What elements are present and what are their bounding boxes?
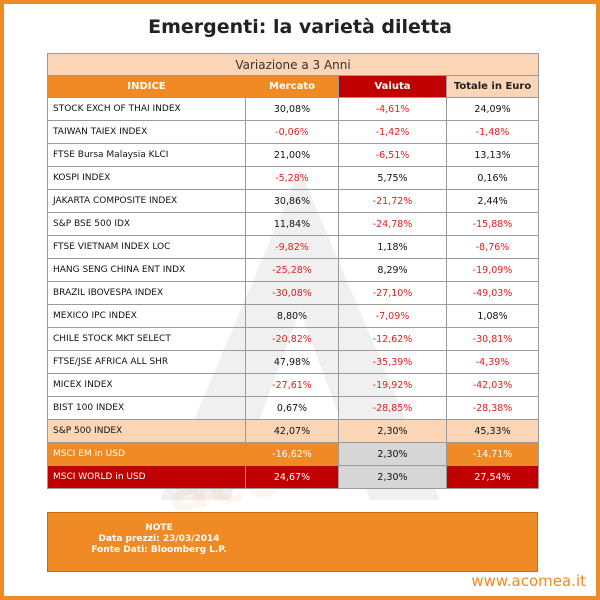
cell-mercato: -9,82% — [245, 235, 339, 259]
col-header-mercato: Mercato — [245, 75, 339, 98]
cell-index-name: JAKARTA COMPOSITE INDEX — [47, 189, 246, 213]
table-row: STOCK EXCH OF THAI INDEX 30,08% -4,61% 24,0… — [47, 97, 540, 121]
cell-totale: 1,08% — [445, 304, 540, 328]
cell-valuta: -19,92% — [338, 373, 447, 397]
cell-mercato: 11,84% — [245, 212, 339, 236]
cell-mercato: 21,00% — [245, 143, 339, 167]
cell-valuta: -4,61% — [338, 97, 447, 121]
table-row: BRAZIL IBOVESPA INDEX -30,08% -27,10% -49,0… — [47, 281, 540, 305]
cell-index-name: KOSPI INDEX — [47, 166, 246, 190]
table-banner: Variazione a 3 Anni — [46, 53, 540, 76]
cell-totale: -4,39% — [445, 350, 540, 374]
cell-index-name: S&P BSE 500 IDX — [47, 212, 246, 236]
cell-totale: -8,76% — [445, 235, 540, 259]
table-row: JAKARTA COMPOSITE INDEX 30,86% -21,72% 2,44… — [47, 189, 540, 213]
cell-totale: -30,81% — [445, 327, 540, 351]
cell-valuta: -12,62% — [338, 327, 447, 351]
col-header-indice: INDICE — [47, 75, 246, 98]
table-row: MICEX INDEX -27,61% -19,92% -42,03% — [47, 373, 540, 397]
cell-index-name: FTSE Bursa Malaysia KLCI — [47, 143, 246, 167]
col-header-valuta: Valuta — [338, 75, 447, 98]
cell-index-name: BRAZIL IBOVESPA INDEX — [47, 281, 246, 305]
cell-valuta: -21,72% — [338, 189, 447, 213]
cell-valuta: -7,09% — [338, 304, 447, 328]
cell-valuta: -1,42% — [338, 120, 447, 144]
cell-mercato: 30,86% — [245, 189, 339, 213]
cell-index-name: MEXICO IPC INDEX — [47, 304, 246, 328]
cell-valuta: -28,85% — [338, 396, 447, 420]
table-row: FTSE Bursa Malaysia KLCI 21,00% -6,51% 13,1… — [47, 143, 540, 167]
cell-index-name: TAIWAN TAIEX INDEX — [47, 120, 246, 144]
cell-totale: 2,44% — [445, 189, 540, 213]
cell-totale: 45,33% — [445, 419, 540, 443]
notes-source: Fonte Dati: Bloomberg L.P. — [91, 545, 227, 555]
table-row: S&P BSE 500 IDX 11,84% -24,78% -15,88% — [47, 212, 540, 236]
cell-totale: 13,13% — [445, 143, 540, 167]
cell-valuta: -6,51% — [338, 143, 447, 167]
cell-valuta: 5,75% — [338, 166, 447, 190]
table-body: STOCK EXCH OF THAI INDEX 30,08% -4,61% 24,0… — [47, 97, 540, 489]
website-link[interactable]: www.acomea.it — [471, 572, 586, 590]
col-header-totale: Totale in Euro — [445, 75, 540, 98]
notes-box: NOTE Data prezzi: 23/03/2014 Fonte Dati:… — [47, 512, 538, 572]
cell-index-name: CHILE STOCK MKT SELECT — [47, 327, 246, 351]
table-row: KOSPI INDEX -5,28% 5,75% 0,16% — [47, 166, 540, 190]
table-row: MSCI WORLD in USD 24,67% 2,30% 27,54% — [47, 465, 540, 489]
cell-totale: -28,38% — [445, 396, 540, 420]
cell-valuta: -27,10% — [338, 281, 447, 305]
cell-index-name: MSCI EM in USD — [47, 442, 246, 466]
cell-valuta: 1,18% — [338, 235, 447, 259]
cell-mercato: 0,67% — [245, 396, 339, 420]
cell-totale: -49,03% — [445, 281, 540, 305]
cell-totale: -14,71% — [445, 442, 540, 466]
cell-valuta: 8,29% — [338, 258, 447, 282]
table-row: FTSE/JSE AFRICA ALL SHR 47,98% -35,39% -4,3… — [47, 350, 540, 374]
table-row: S&P 500 INDEX 42,07% 2,30% 45,33% — [47, 419, 540, 443]
cell-valuta: -35,39% — [338, 350, 447, 374]
table-row: MSCI EM in USD -16,62% 2,30% -14,71% — [47, 442, 540, 466]
cell-mercato: -5,28% — [245, 166, 339, 190]
table-row: MEXICO IPC INDEX 8,80% -7,09% 1,08% — [47, 304, 540, 328]
cell-valuta: 2,30% — [338, 419, 447, 443]
cell-mercato: -20,82% — [245, 327, 339, 351]
cell-mercato: 47,98% — [245, 350, 339, 374]
cell-totale: -15,88% — [445, 212, 540, 236]
cell-totale: 0,16% — [445, 166, 540, 190]
table-row: BIST 100 INDEX 0,67% -28,85% -28,38% — [47, 396, 540, 420]
cell-index-name: FTSE VIETNAM INDEX LOC — [47, 235, 246, 259]
cell-totale: -42,03% — [445, 373, 540, 397]
page-title: Emergenti: la varietà diletta — [148, 16, 452, 38]
cell-mercato: -16,62% — [245, 442, 339, 466]
cell-index-name: FTSE/JSE AFRICA ALL SHR — [47, 350, 246, 374]
cell-totale: -1,48% — [445, 120, 540, 144]
cell-index-name: MSCI WORLD in USD — [47, 465, 246, 489]
cell-mercato: -30,08% — [245, 281, 339, 305]
cell-totale: -19,09% — [445, 258, 540, 282]
cell-index-name: S&P 500 INDEX — [47, 419, 246, 443]
table-row: FTSE VIETNAM INDEX LOC -9,82% 1,18% -8,76% — [47, 235, 540, 259]
cell-mercato: 24,67% — [245, 465, 339, 489]
cell-index-name: HANG SENG CHINA ENT INDX — [47, 258, 246, 282]
cell-index-name: STOCK EXCH OF THAI INDEX — [47, 97, 246, 121]
notes-heading: NOTE — [145, 523, 173, 533]
table-row: HANG SENG CHINA ENT INDX -25,28% 8,29% -19,… — [47, 258, 540, 282]
cell-valuta: 2,30% — [338, 465, 447, 489]
table-row: CHILE STOCK MKT SELECT -20,82% -12,62% -30,… — [47, 327, 540, 351]
cell-valuta: -24,78% — [338, 212, 447, 236]
cell-index-name: BIST 100 INDEX — [47, 396, 246, 420]
notes-date: Data prezzi: 23/03/2014 — [98, 534, 220, 544]
cell-valuta: 2,30% — [338, 442, 447, 466]
cell-totale: 27,54% — [445, 465, 540, 489]
cell-mercato: 42,07% — [245, 419, 339, 443]
cell-mercato: -0,06% — [245, 120, 339, 144]
returns-table: Variazione a 3 Anni INDICE Mercato Valut… — [46, 53, 540, 489]
cell-mercato: 30,08% — [245, 97, 339, 121]
cell-mercato: -25,28% — [245, 258, 339, 282]
cell-index-name: MICEX INDEX — [47, 373, 246, 397]
cell-totale: 24,09% — [445, 97, 540, 121]
cell-mercato: 8,80% — [245, 304, 339, 328]
cell-mercato: -27,61% — [245, 373, 339, 397]
table-row: TAIWAN TAIEX INDEX -0,06% -1,42% -1,48% — [47, 120, 540, 144]
